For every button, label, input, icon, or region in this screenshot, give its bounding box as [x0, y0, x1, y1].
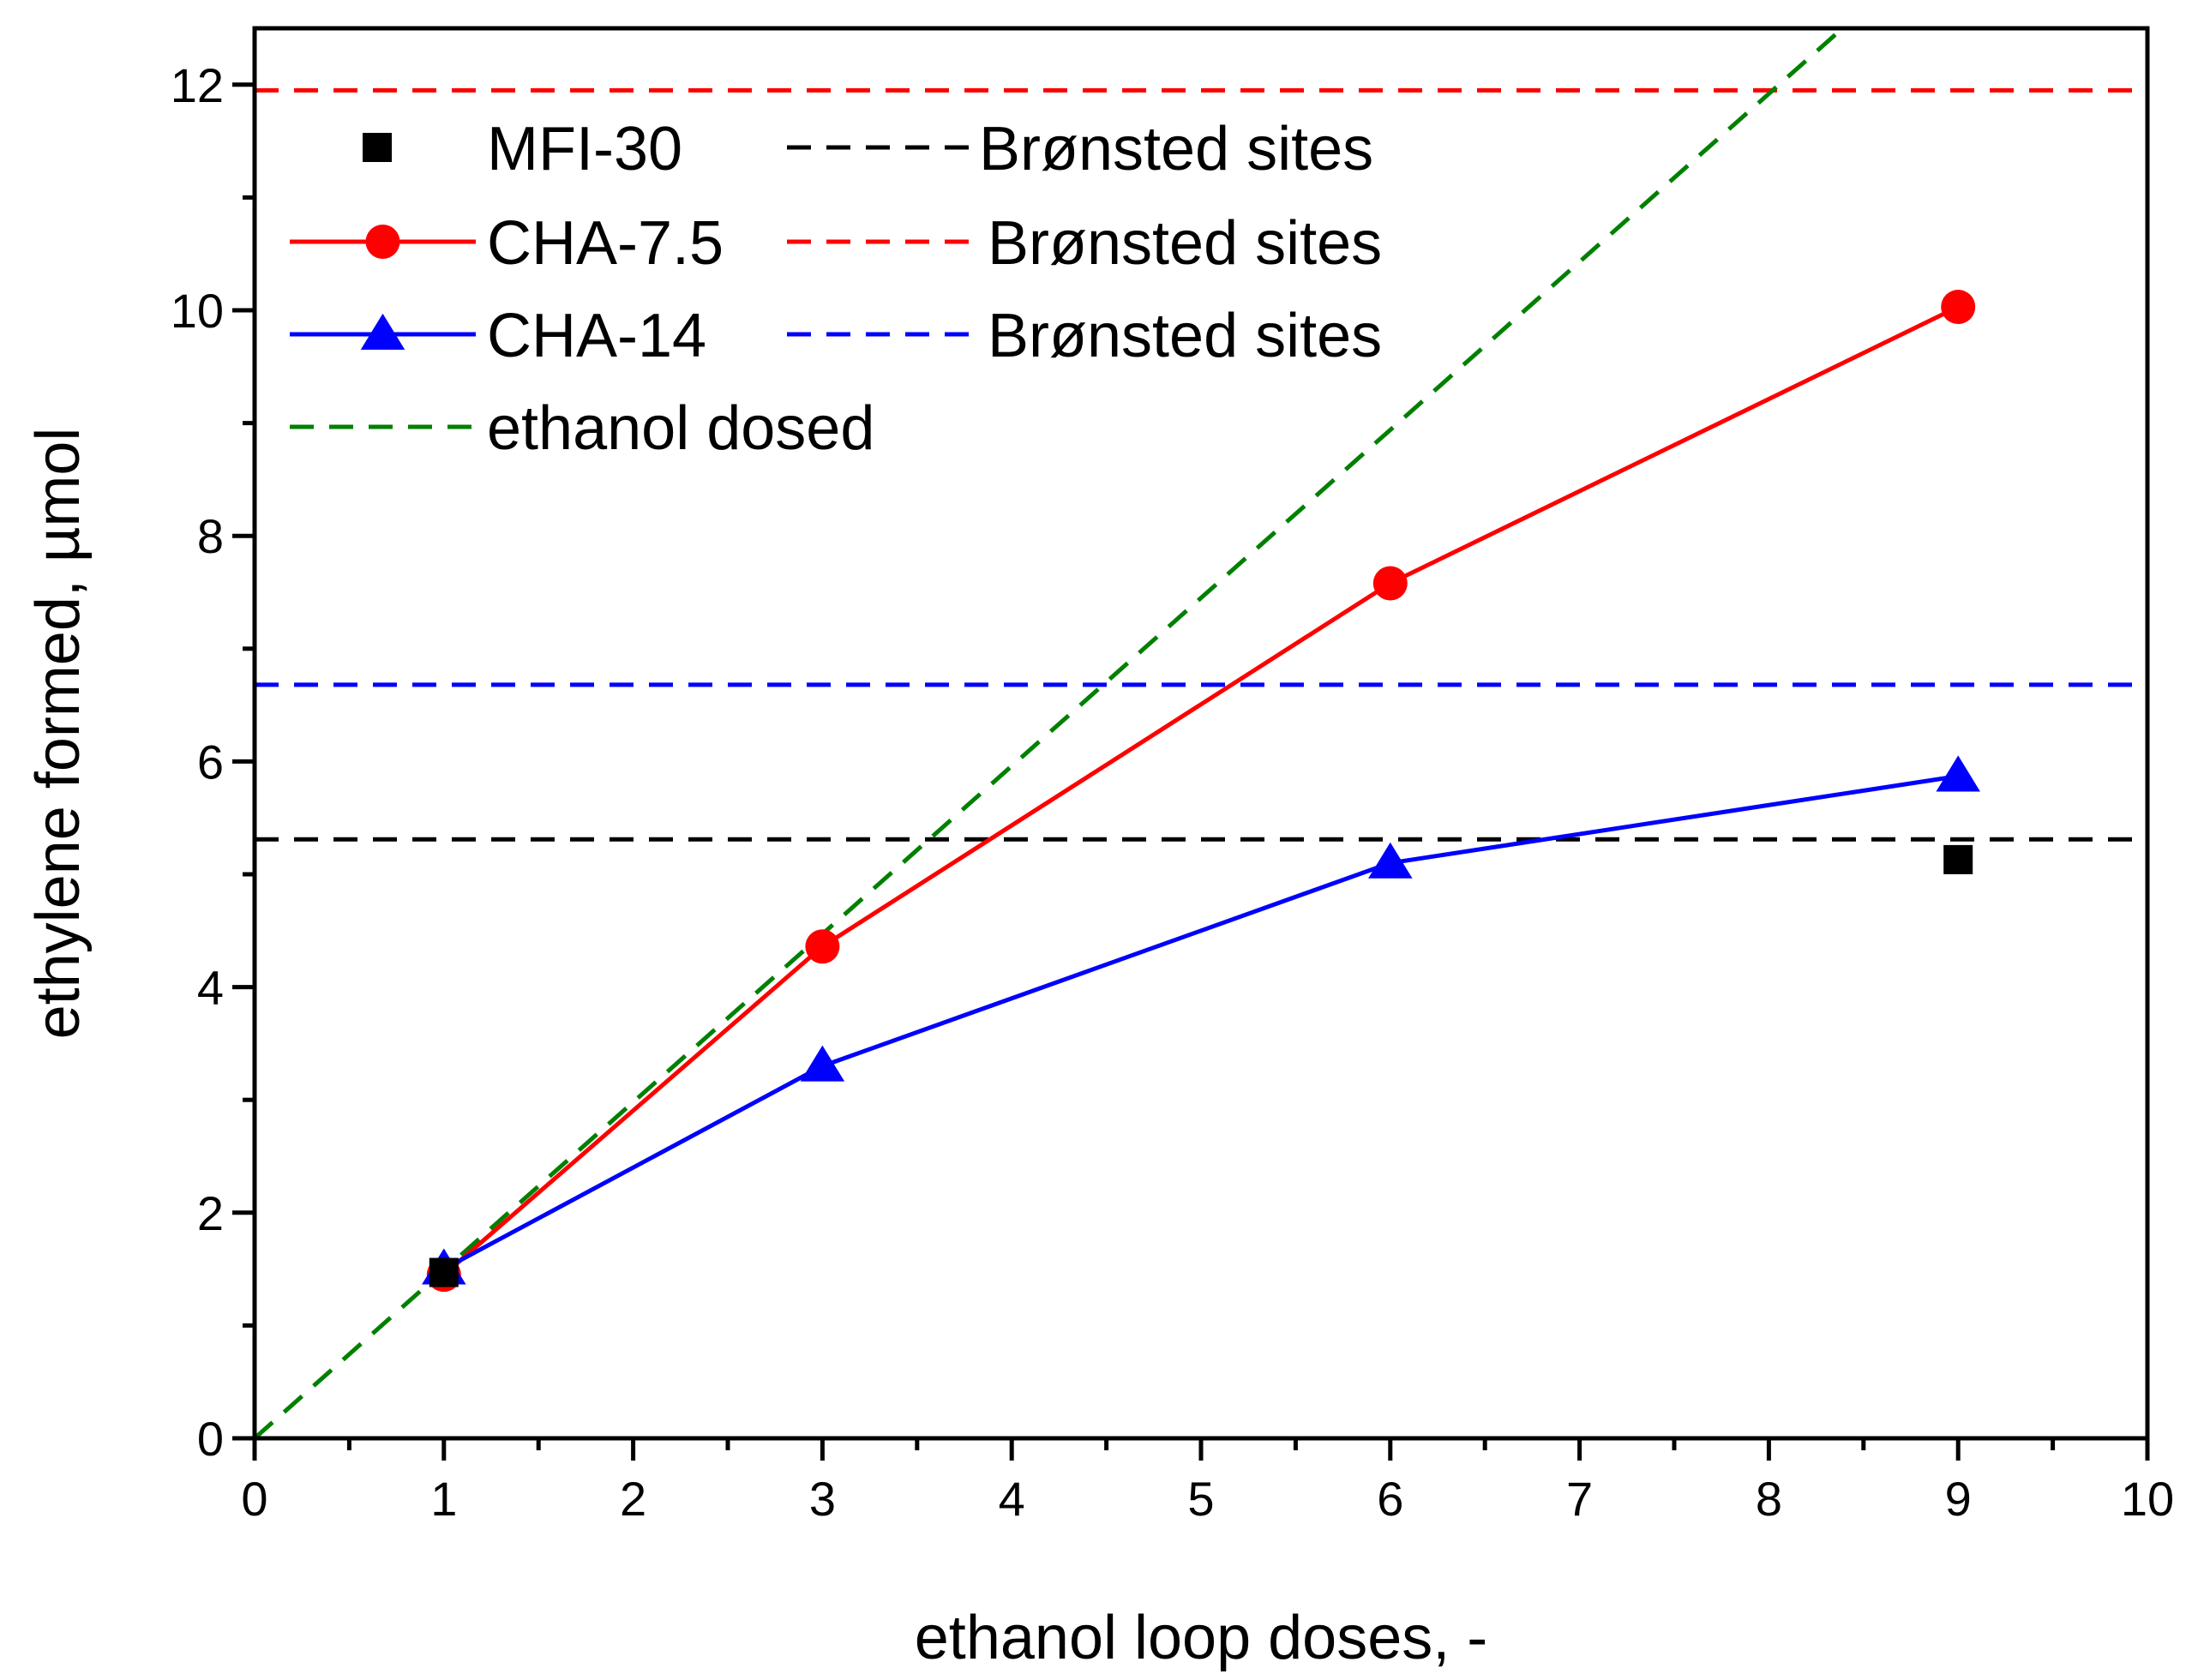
x-tick-label: 0 [241, 1472, 267, 1526]
x-axis-title: ethanol loop doses, - [915, 1604, 1487, 1672]
legend-label-cha-7-5: CHA-7.5 [487, 209, 724, 278]
y-tick-label: 10 [171, 284, 224, 338]
y-tick-label: 2 [197, 1186, 224, 1240]
series-line-cha-7-5 [442, 304, 1960, 1277]
x-tick-label: 9 [1945, 1472, 1972, 1526]
ethanol-dosed-line [255, 28, 1847, 1438]
data-point-cha-14-1 [800, 1045, 845, 1082]
x-tick-label: 1 [430, 1472, 457, 1526]
legend-label-ethanol-dosed: ethanol dosed [487, 394, 874, 463]
data-point-cha-7-5-1 [805, 929, 840, 964]
x-tick-label: 7 [1566, 1472, 1593, 1526]
x-tick-label: 3 [809, 1472, 836, 1526]
data-point-cha-14-2 [1368, 842, 1413, 879]
legend-marker-mfi-30 [363, 133, 392, 162]
data-point-mfi-30-1 [1943, 844, 1973, 874]
y-tick-label: 6 [197, 735, 224, 789]
legend-label-cha-14: CHA-14 [487, 302, 706, 370]
x-tick-label: 5 [1187, 1472, 1214, 1526]
x-tick-label: 6 [1377, 1472, 1403, 1526]
data-point-cha-7-5-3 [1941, 290, 1976, 325]
legend: MFI-30 Brønsted sites CHA-7.5 Brønsted site… [290, 115, 1382, 463]
data-point-cha-14-3 [1936, 755, 1980, 792]
x-tick-label: 10 [2121, 1472, 2174, 1526]
series-line-cha-14 [442, 774, 1959, 1271]
legend-marker-cha-7-5 [365, 225, 400, 259]
x-tick-label: 8 [1756, 1472, 1782, 1526]
plot-area [255, 28, 2147, 1438]
data-point-cha-7-5-2 [1372, 566, 1408, 601]
y-tick-label: 12 [171, 58, 224, 112]
legend-marker-cha-14 [360, 313, 405, 350]
x-tick-label: 2 [620, 1472, 646, 1526]
legend-label-mfi-30: MFI-30 [487, 115, 682, 183]
y-axis-title: ethylene formed, µmol [24, 428, 93, 1040]
legend-ref-label-cha-14: Brønsted sites [988, 302, 1382, 370]
x-tick-label: 4 [999, 1472, 1025, 1526]
y-tick-label: 8 [197, 509, 224, 563]
data-point-mfi-30-0 [429, 1257, 459, 1287]
legend-ref-label-cha-7-5: Brønsted sites [988, 209, 1382, 278]
y-tick-label: 0 [197, 1412, 224, 1466]
legend-ref-label-mfi-30: Brønsted sites [979, 115, 1373, 183]
y-tick-label: 4 [197, 961, 224, 1015]
